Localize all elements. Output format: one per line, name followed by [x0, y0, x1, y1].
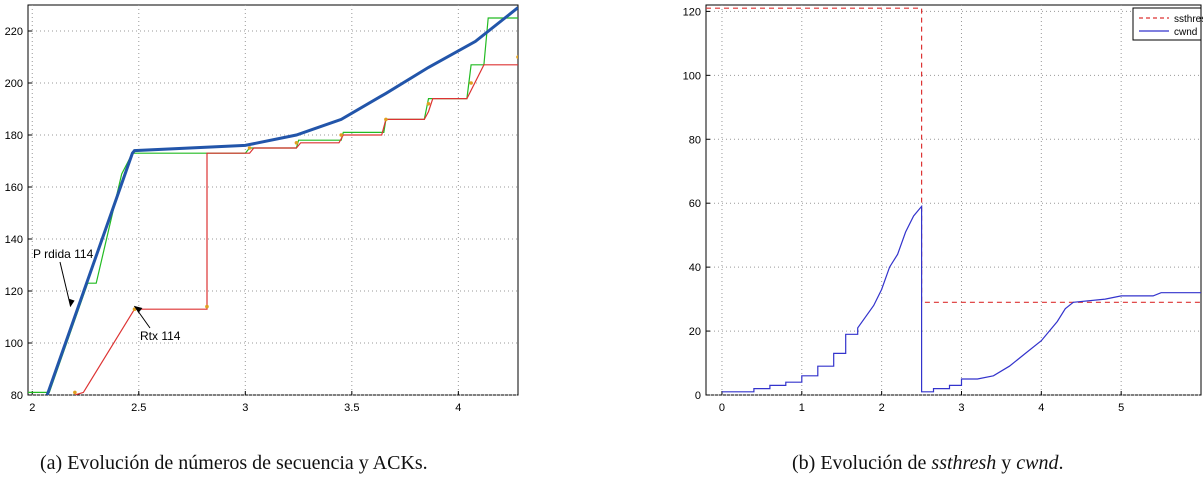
- annotation-rtx-arrowhead: [134, 306, 143, 313]
- annotation-loss-arrowhead: [68, 298, 75, 307]
- series-line-cwnd: [722, 204, 1201, 393]
- y-tick-label: 100: [5, 338, 23, 350]
- chart-b-tick-labels: 0 1 2 3 4 5 0 20 40 60 80 100 120: [683, 6, 1124, 414]
- annotation-rtx-label: Rtx 114: [140, 329, 181, 343]
- caption-b-mid: y: [996, 452, 1017, 474]
- chart-b-grid: [705, 4, 1202, 396]
- series-line-series-2: [45, 6, 518, 395]
- x-tick-label: 2: [29, 402, 35, 414]
- y-tick-label: 80: [689, 134, 701, 146]
- caption-a: (a) Evolución de números de secuencia y …: [40, 452, 428, 474]
- legend-label-cwnd: cwnd: [1174, 27, 1197, 38]
- x-tick-label: 0: [719, 402, 725, 414]
- legend-label-ssthresh: ssthresh: [1174, 14, 1203, 25]
- sequence-ack-chart: 2 2.5 3 3.5 4 80 100 120 140 160 180 200 220 P rdida…: [5, 4, 519, 414]
- x-tick-label: 4: [1038, 402, 1044, 414]
- chart-a-annotations: P rdida 114 Rtx 114: [33, 247, 181, 343]
- chart-b-series: [706, 7, 1201, 393]
- x-tick-label: 2: [879, 402, 885, 414]
- x-tick-label: 2.5: [131, 402, 146, 414]
- y-tick-label: 120: [683, 6, 701, 18]
- y-tick-label: 200: [5, 78, 23, 90]
- ack-marker: [384, 117, 388, 122]
- chart-a-series: [28, 6, 518, 395]
- caption-b-end: .: [1058, 452, 1064, 474]
- ack-marker: [516, 55, 518, 59]
- caption-b: (b) Evolución de ssthresh y cwnd.: [792, 452, 1063, 475]
- y-tick-label: 220: [5, 26, 23, 38]
- ack-marker: [339, 133, 343, 137]
- x-tick-label: 3: [958, 402, 964, 414]
- series-line-ssthresh: [706, 7, 1201, 303]
- y-tick-label: 40: [689, 262, 701, 274]
- y-tick-label: 80: [11, 390, 23, 402]
- x-tick-label: 3.5: [344, 402, 359, 414]
- x-tick-label: 3: [242, 402, 248, 414]
- chart-a-tick-labels: 2 2.5 3 3.5 4 80 100 120 140 160 180 200 220: [5, 26, 462, 414]
- y-tick-label: 0: [695, 390, 701, 402]
- plot-frame: [27, 4, 519, 396]
- x-tick-label: 5: [1118, 402, 1124, 414]
- ack-marker: [469, 81, 473, 85]
- y-tick-label: 160: [5, 182, 23, 194]
- chart-b-legend: ssthresh cwnd: [1132, 7, 1203, 41]
- y-tick-label: 100: [683, 70, 701, 82]
- ssthresh-cwnd-chart: 0 1 2 3 4 5 0 20 40 60 80 100 120 ssthresh cwnd: [683, 4, 1203, 414]
- ack-marker: [73, 390, 77, 395]
- caption-b-ssthresh: ssthresh: [931, 452, 997, 474]
- ack-marker: [247, 146, 252, 150]
- caption-b-prefix: (b) Evolución de: [792, 452, 932, 474]
- chart-a-grid: [27, 4, 519, 396]
- ack-marker: [294, 141, 299, 145]
- series-line-series-0: [28, 17, 518, 393]
- ack-marker: [426, 102, 431, 106]
- y-tick-label: 180: [5, 130, 23, 142]
- y-tick-label: 120: [5, 286, 23, 298]
- ack-marker: [205, 304, 209, 309]
- annotation-loss-label: P rdida 114: [33, 247, 94, 261]
- y-tick-label: 140: [5, 234, 23, 246]
- x-tick-label: 4: [455, 402, 461, 414]
- legend-box: [1132, 7, 1202, 41]
- caption-b-cwnd: cwnd: [1016, 452, 1059, 474]
- y-tick-label: 60: [689, 198, 701, 210]
- series-line-series-1: [74, 64, 518, 395]
- y-tick-label: 20: [689, 326, 701, 338]
- plot-frame: [705, 4, 1202, 396]
- x-tick-label: 1: [799, 402, 805, 414]
